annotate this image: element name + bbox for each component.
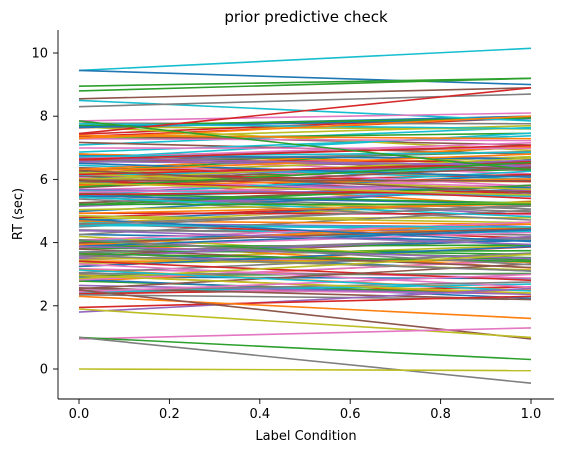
- series-line: [78, 274, 532, 294]
- series-line: [78, 227, 532, 244]
- series-line: [78, 368, 532, 372]
- series-line: [78, 308, 532, 339]
- series-line: [78, 196, 532, 218]
- y-tick-label: 8: [40, 110, 48, 125]
- series-line: [78, 120, 532, 171]
- x-axis-ticks: 0.0 0.2 0.4 0.6 0.8 1.0: [69, 399, 542, 422]
- series-line: [78, 217, 532, 220]
- series-line: [78, 237, 532, 254]
- x-tick-label: 0.2: [159, 407, 180, 422]
- x-axis-label: Label Condition: [255, 429, 356, 444]
- x-tick-label: 0.8: [430, 407, 451, 422]
- series-line: [78, 77, 532, 92]
- y-axis-label: RT (sec): [11, 188, 26, 240]
- series-line: [78, 295, 532, 320]
- series-line: [78, 169, 532, 194]
- series-line: [78, 253, 532, 280]
- series-line: [78, 254, 532, 272]
- series-line: [78, 162, 532, 176]
- series-lines: [78, 47, 532, 384]
- y-tick-label: 2: [40, 299, 48, 314]
- series-line: [78, 162, 532, 178]
- x-tick-label: 0.6: [340, 407, 361, 422]
- chart-title: prior predictive check: [224, 8, 388, 26]
- x-tick-label: 0.4: [249, 407, 270, 422]
- series-line: [78, 192, 532, 204]
- series-line: [78, 125, 532, 152]
- y-tick-label: 4: [40, 236, 48, 251]
- x-tick-label: 1.0: [521, 407, 542, 422]
- series-line: [78, 289, 532, 340]
- y-tick-label: 6: [40, 173, 48, 188]
- series-line: [78, 273, 532, 293]
- series-line: [78, 205, 532, 226]
- series-line: [78, 283, 532, 293]
- series-line: [78, 123, 532, 130]
- series-line: [78, 218, 532, 243]
- series-line: [78, 69, 532, 86]
- series-line: [78, 238, 532, 266]
- series-line: [78, 87, 532, 135]
- series-line: [78, 144, 532, 161]
- series-line: [78, 229, 532, 246]
- series-line: [78, 203, 532, 215]
- series-line: [78, 157, 532, 167]
- series-line: [78, 190, 532, 196]
- y-tick-label: 10: [31, 47, 48, 62]
- x-tick-label: 0.0: [69, 407, 90, 422]
- series-line: [78, 134, 532, 140]
- series-line: [78, 336, 532, 361]
- series-line: [78, 245, 532, 268]
- series-line: [78, 115, 532, 140]
- series-line: [78, 47, 532, 72]
- series-line: [78, 327, 532, 340]
- series-line: [78, 195, 532, 205]
- series-line: [78, 295, 532, 309]
- series-line: [78, 215, 532, 224]
- y-tick-label: 0: [40, 363, 48, 378]
- series-line: [78, 151, 532, 158]
- series-line: [78, 182, 532, 196]
- series-line: [78, 138, 532, 142]
- series-line: [78, 224, 532, 228]
- series-line: [78, 336, 532, 384]
- series-line: [78, 161, 532, 188]
- series-line: [78, 269, 532, 292]
- series-line: [78, 112, 532, 122]
- series-line: [78, 87, 532, 100]
- series-line: [78, 287, 532, 313]
- y-axis-ticks: 0 2 4 6 8 10: [31, 47, 58, 378]
